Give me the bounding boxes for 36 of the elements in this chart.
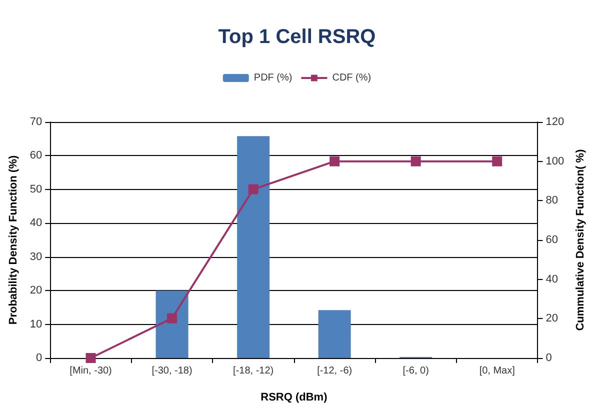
y-tick-label: 50	[30, 183, 42, 196]
y2-axis-title: Cummulative Density Function( %)	[574, 148, 586, 331]
point	[410, 156, 421, 166]
y-tick-label: 30	[30, 250, 42, 263]
x-tick-label: [-6, 0)	[402, 366, 429, 376]
bar	[156, 290, 188, 358]
point	[86, 353, 96, 363]
y-tick-label: 70	[30, 116, 42, 128]
y-tick-label: 10	[30, 318, 42, 330]
point	[248, 184, 258, 194]
legend-label: CDF (%)	[332, 72, 372, 84]
y-tick-label: 20	[30, 284, 42, 297]
point	[167, 313, 178, 324]
y-tick-label: 0	[36, 352, 42, 364]
point	[492, 156, 502, 166]
chart-title: Top 1 Cell RSRQ	[218, 26, 376, 48]
y2-tick-label: 40	[546, 273, 558, 286]
y2-tick-label: 20	[546, 312, 558, 325]
x-tick-label: [-30, -18)	[152, 366, 192, 376]
x-tick-label: [-12, -6)	[317, 366, 352, 376]
x-tick-label: [-18, -12)	[233, 366, 274, 376]
y2-tick-label: 120	[546, 116, 564, 128]
y2-tick-label: 0	[546, 352, 552, 364]
y-tick-label: 60	[30, 150, 42, 162]
x-tick-label: [0, Max]	[479, 366, 516, 376]
y-axis-title: Probability Density Function (%)	[8, 155, 20, 325]
y2-tick-label: 60	[546, 234, 558, 246]
x-axis-title: RSRQ (dBm)	[260, 392, 328, 404]
bar	[318, 310, 351, 358]
y2-tick-label: 80	[546, 194, 558, 207]
y2-tick-label: 100	[546, 155, 564, 168]
point	[330, 156, 340, 166]
y-tick-label: 40	[30, 217, 42, 230]
x-tick-label: [Min, -30)	[70, 366, 112, 376]
legend-label: PDF (%)	[254, 72, 292, 84]
bar	[237, 136, 270, 358]
